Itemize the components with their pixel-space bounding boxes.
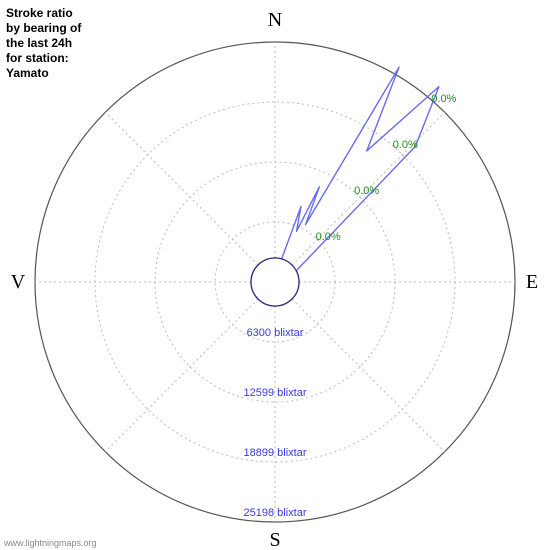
polar-chart: 6300 blixtar 12599 blixtar 18899 blixtar 25… <box>0 0 550 550</box>
footer-credit: www.lightningmaps.org <box>4 538 97 548</box>
cardinal-label: E <box>526 271 538 293</box>
pct-label: 0.0% <box>354 185 379 197</box>
pct-label: 0.0% <box>393 139 418 151</box>
pct-label: 0.0% <box>316 231 341 243</box>
ring-label: 12599 blixtar <box>244 387 307 399</box>
ring-label: 6300 blixtar <box>247 327 304 339</box>
cardinal-label: S <box>269 529 280 550</box>
pct-labels: 0.0% 0.0% 0.0% 0.0% <box>316 93 457 243</box>
cardinal-label: N <box>268 9 282 31</box>
pct-label: 0.0% <box>431 93 456 105</box>
inner-circle <box>251 258 299 306</box>
cardinal-label: V <box>11 271 26 293</box>
ring-label: 18899 blixtar <box>244 447 307 459</box>
ring-label: 25198 blixtar <box>244 507 307 519</box>
